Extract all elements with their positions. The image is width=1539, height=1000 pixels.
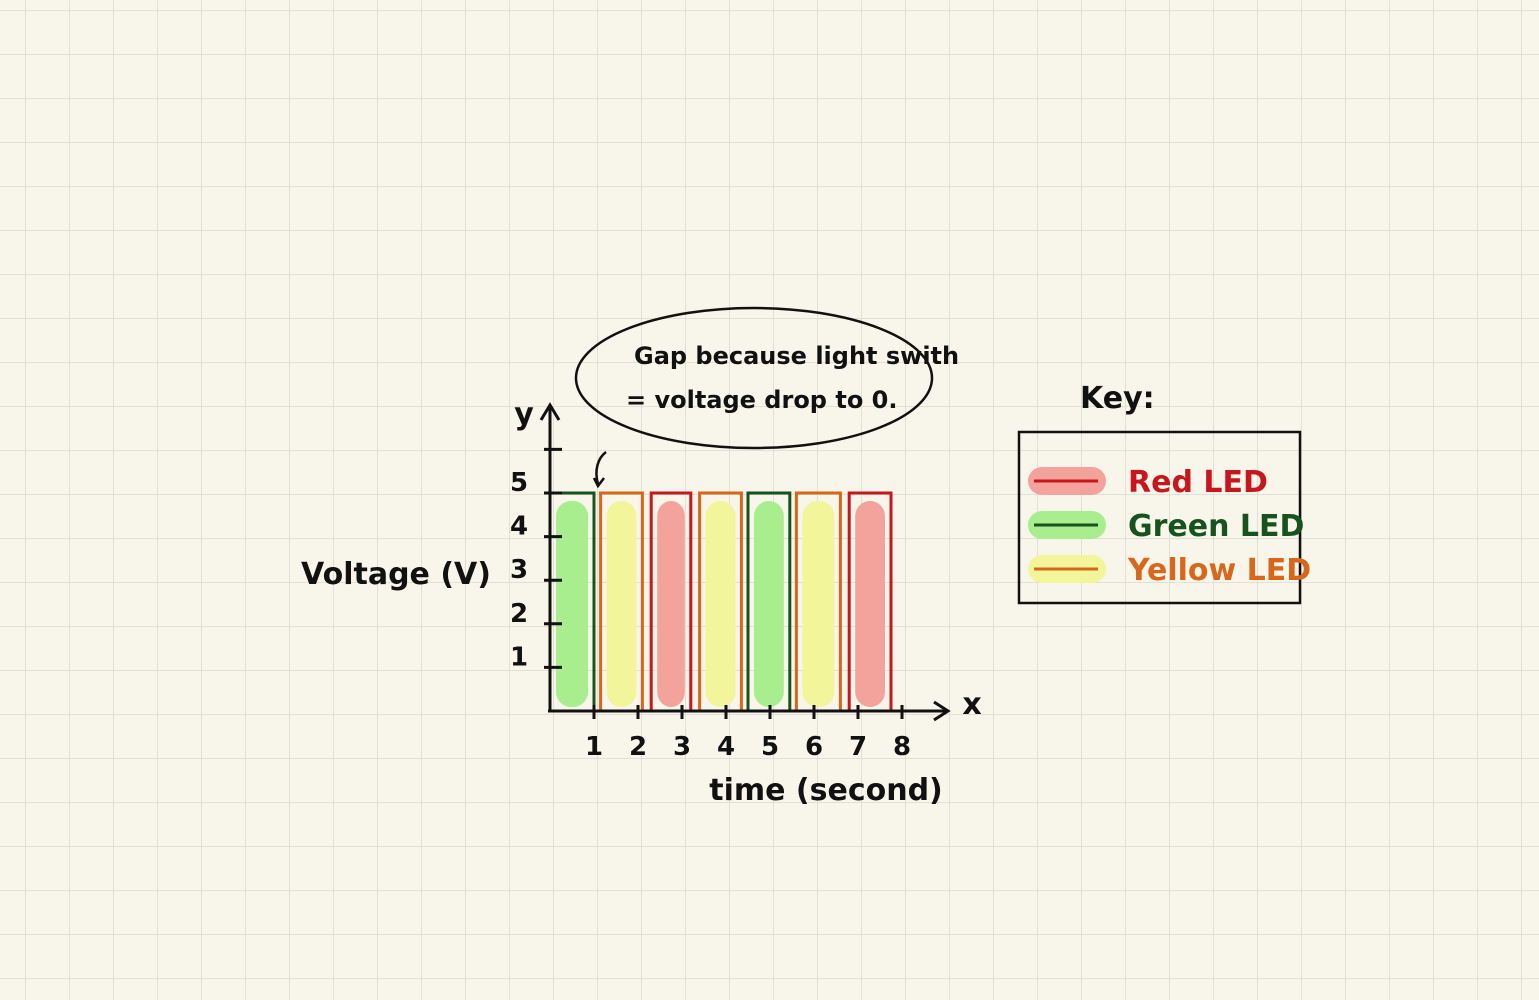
y-tick-label-2: 2	[510, 599, 528, 629]
bar-7-outline	[847, 491, 893, 711]
bar-3-red-led	[649, 491, 693, 711]
legend-label-green: Green LED	[1128, 509, 1304, 544]
y-tick-label-5: 5	[510, 468, 528, 498]
x-axis-letter: x	[962, 687, 981, 722]
axes: y x	[514, 397, 981, 722]
y-axis-label: Voltage (V)	[301, 557, 491, 592]
legend: Key: Red LED Green LED Yellow LED	[1017, 381, 1311, 605]
x-tick-label-5: 5	[761, 732, 779, 762]
bar-2-yellow-led	[599, 491, 644, 711]
bar-4-yellow-led	[698, 491, 743, 711]
annotation-bubble	[574, 306, 934, 450]
legend-entries: Red LED Green LED Yellow LED	[1028, 465, 1311, 588]
x-tick-label-1: 1	[585, 732, 603, 762]
x-tick-label-7: 7	[849, 732, 867, 762]
y-tick-label-3: 3	[510, 555, 528, 585]
bar-6-outline	[794, 491, 842, 711]
bar-6-fill	[802, 501, 835, 707]
bars	[548, 491, 893, 711]
bar-1-fill	[556, 501, 588, 707]
bar-7-fill	[855, 501, 885, 707]
bar-2-fill	[606, 501, 637, 707]
x-tick-label-2: 2	[629, 732, 647, 762]
annotation-line-1: Gap because light swith	[634, 342, 959, 370]
annotation-line-2: = voltage drop to 0.	[626, 386, 897, 414]
bar-5-green-led	[746, 491, 792, 711]
bar-4-outline	[698, 491, 743, 711]
y-tick-label-4: 4	[510, 512, 528, 542]
legend-entry-green: Green LED	[1028, 509, 1304, 544]
annotation: Gap because light swith = voltage drop t…	[574, 306, 959, 489]
y-axis-letter: y	[514, 397, 534, 432]
x-tick-label-3: 3	[673, 732, 691, 762]
annotation-pointer-head	[592, 477, 605, 489]
bar-1-green-led	[548, 491, 596, 711]
y-tick-label-1: 1	[510, 642, 528, 672]
bar-7-red-led	[847, 491, 893, 711]
bar-3-outline	[649, 491, 693, 711]
x-tick-label-6: 6	[805, 732, 823, 762]
x-axis-label: time (second)	[709, 773, 943, 808]
legend-entry-yellow: Yellow LED	[1028, 553, 1311, 588]
bar-4-fill	[705, 501, 736, 707]
bar-6-yellow-led	[794, 491, 842, 711]
x-tick-label-4: 4	[717, 732, 735, 762]
legend-label-yellow: Yellow LED	[1127, 553, 1311, 588]
legend-label-red: Red LED	[1128, 465, 1268, 500]
y-axis-arrowhead	[539, 402, 561, 421]
x-tick-label-8: 8	[893, 732, 911, 762]
bar-5-outline	[746, 491, 792, 711]
bar-2-outline	[599, 491, 644, 711]
bar-3-fill	[657, 501, 685, 707]
annotation-pointer-arrow	[595, 451, 607, 485]
legend-title: Key:	[1080, 381, 1155, 416]
x-axis-arrowhead	[933, 700, 951, 722]
legend-entry-red: Red LED	[1028, 465, 1268, 500]
legend-box	[1017, 430, 1302, 605]
bar-5-fill	[754, 501, 784, 707]
